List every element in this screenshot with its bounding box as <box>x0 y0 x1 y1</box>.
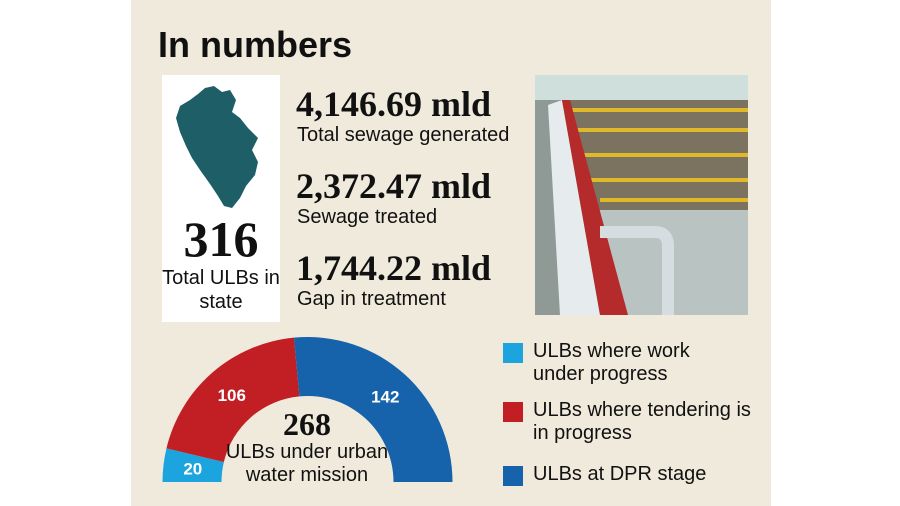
center-label: ULBs under urban water mission <box>225 441 389 486</box>
legend-swatch <box>503 402 523 422</box>
stat-value: 4,146.69 mld <box>296 84 492 124</box>
legend-label: ULBs at DPR stage <box>533 463 707 485</box>
segment-label: 20 <box>183 459 202 478</box>
segment-label: 142 <box>371 388 399 407</box>
state-label: Total ULBs in state <box>162 267 280 313</box>
segment-label: 106 <box>218 386 246 405</box>
stat-value: 2,372.47 mld <box>296 166 492 206</box>
legend-label: ULBs where tendering is in progress <box>533 399 751 444</box>
stat-label: Total sewage generated <box>297 124 510 146</box>
photo <box>535 75 748 315</box>
stat-value: 1,744.22 mld <box>296 248 492 288</box>
donut-segment <box>166 337 300 463</box>
donut-segment <box>293 337 453 482</box>
state-value: 316 <box>183 211 259 267</box>
donut-segment <box>162 448 224 482</box>
stat-label: Gap in treatment <box>297 288 446 310</box>
legend-swatch <box>503 343 523 363</box>
legend-swatch <box>503 466 523 486</box>
title: In numbers <box>158 24 353 65</box>
state-map <box>176 86 258 208</box>
stat-label: Sewage treated <box>297 206 438 228</box>
center-value: 268 <box>283 406 331 442</box>
legend-label: ULBs where work under progress <box>533 340 690 385</box>
